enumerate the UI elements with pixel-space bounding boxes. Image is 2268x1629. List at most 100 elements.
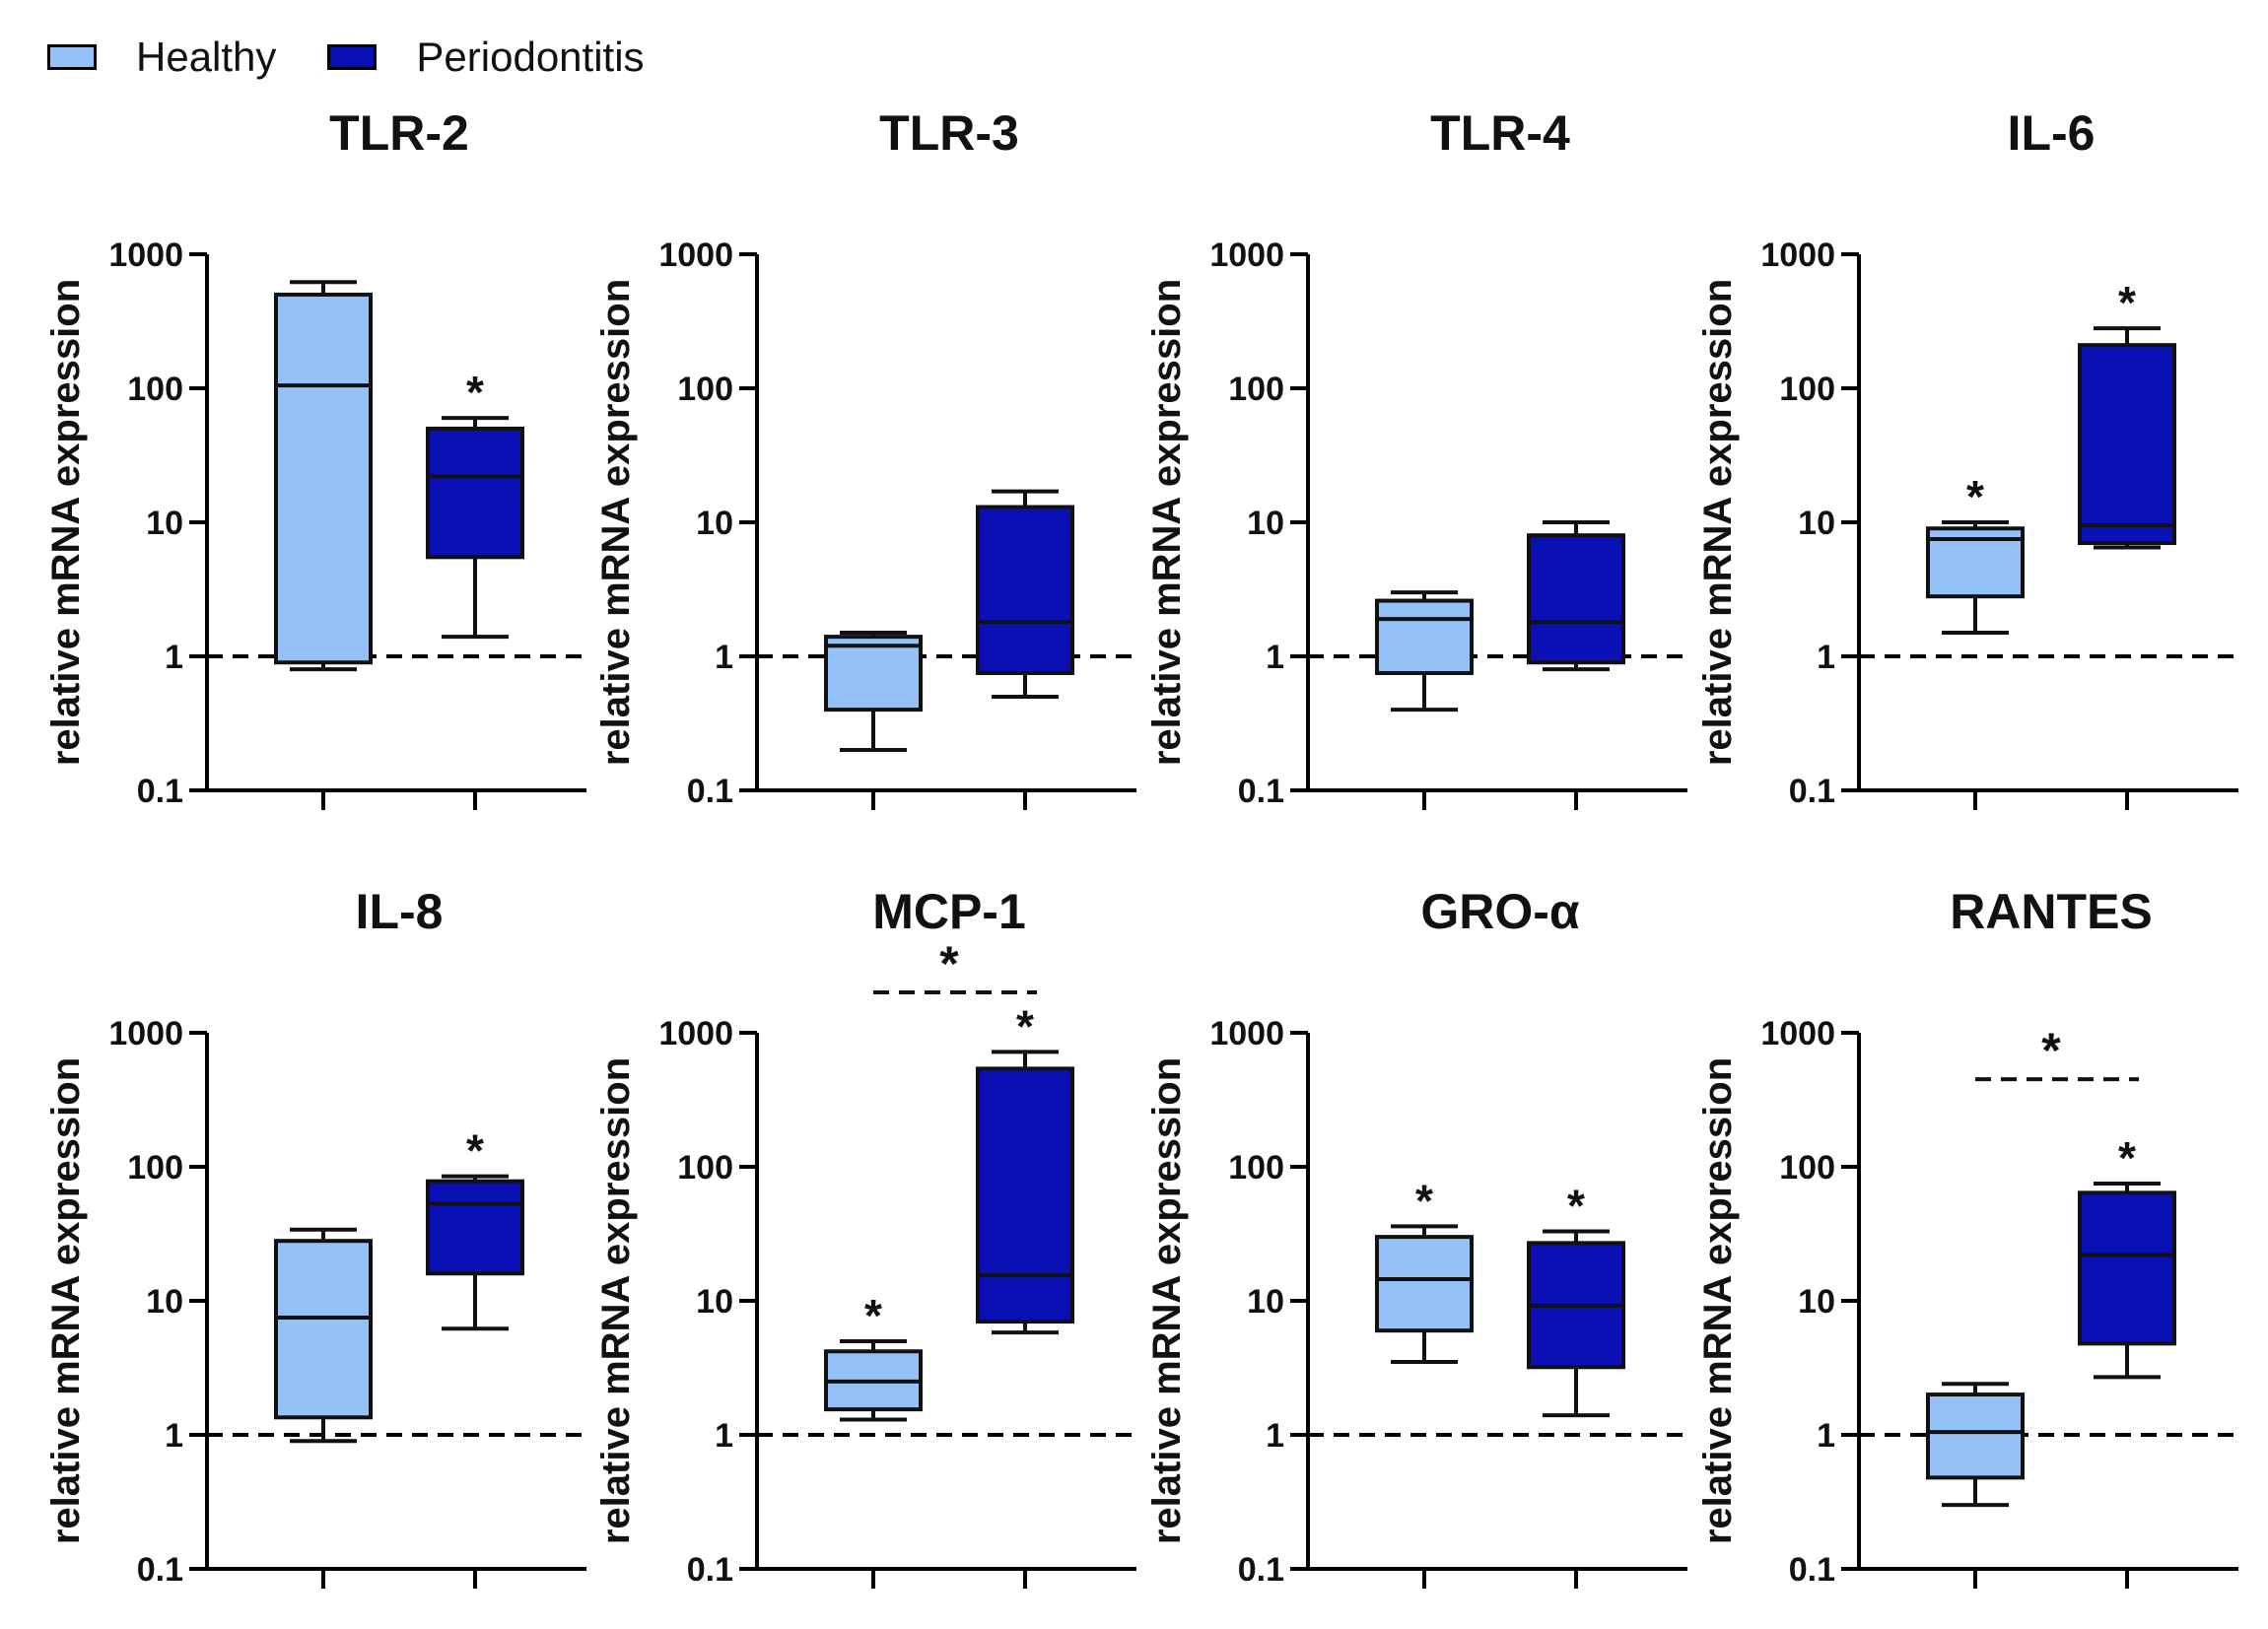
box-healthy — [1375, 590, 1474, 713]
y-axis-label: relative mRNA expression — [1145, 1057, 1189, 1544]
chart-panel: MCP-1 relative mRNA expression 0.1 1 10 100 10… — [594, 884, 1136, 1589]
y-tick-label: 10 — [146, 505, 183, 542]
significance-marker: * — [2118, 1132, 2136, 1184]
y-axis-label: relative mRNA expression — [594, 279, 638, 766]
y-tick-label: 1 — [715, 1417, 733, 1455]
box-periodontitis: * — [2078, 1132, 2176, 1380]
box-periodontitis: * — [426, 1125, 524, 1331]
chart-panel: TLR-3 relative mRNA expression 0.1 1 10 100 10… — [594, 105, 1136, 810]
chart-title: IL-8 — [356, 884, 444, 939]
chart-title: TLR-3 — [879, 105, 1019, 161]
y-tick-label: 0.1 — [1789, 773, 1835, 810]
y-tick-label: 10 — [696, 505, 733, 542]
significance-marker: * — [2118, 277, 2136, 328]
y-tick-label: 1000 — [1760, 237, 1835, 274]
y-axis-label: relative mRNA expression — [44, 279, 88, 766]
box-iqr — [2078, 1190, 2176, 1346]
chart-panel: TLR-4 relative mRNA expression 0.1 1 10 100 10… — [1145, 105, 1687, 810]
box-iqr — [1527, 533, 1625, 665]
box-periodontitis — [976, 489, 1074, 699]
y-tick-label: 1000 — [108, 237, 183, 274]
y-tick-label: 10 — [1247, 1283, 1284, 1321]
y-tick-label: 0.1 — [137, 773, 183, 810]
y-tick-label: 100 — [127, 1149, 183, 1187]
y-axis-label: relative mRNA expression — [44, 1057, 88, 1544]
box-periodontitis: * — [976, 1000, 1074, 1335]
box-iqr — [2078, 343, 2176, 546]
comparison-marker: * — [2041, 1023, 2061, 1078]
y-tick-label: 100 — [677, 371, 733, 408]
chart-panel: IL-6 relative mRNA expression 0.1 1 10 100 100… — [1696, 105, 2238, 810]
chart-panel: GRO-α relative mRNA expression 0.1 1 10 100 10… — [1145, 884, 1687, 1589]
y-tick-label: 1000 — [108, 1015, 183, 1052]
legend-label-healthy: Healthy — [136, 34, 277, 80]
box-healthy — [274, 280, 373, 672]
y-tick-label: 1000 — [1209, 237, 1284, 274]
box-iqr — [426, 1179, 524, 1276]
chart-panel: IL-8 relative mRNA expression 0.1 1 10 100 100… — [44, 884, 586, 1589]
y-tick-label: 100 — [1228, 371, 1284, 408]
legend: Healthy Periodontitis — [47, 28, 696, 87]
box-iqr — [274, 1239, 373, 1420]
chart-title: GRO-α — [1420, 884, 1580, 939]
y-tick-label: 0.1 — [137, 1551, 183, 1589]
y-tick-label: 10 — [696, 1283, 733, 1321]
box-periodontitis: * — [426, 367, 524, 640]
y-tick-label: 1 — [165, 639, 183, 676]
box-healthy: * — [1926, 471, 2025, 636]
significance-marker: * — [864, 1290, 882, 1341]
y-tick-label: 1000 — [658, 1015, 733, 1052]
significance-marker: * — [1016, 1000, 1034, 1052]
legend-item-periodontitis: Periodontitis — [327, 34, 645, 81]
y-tick-label: 10 — [1247, 505, 1284, 542]
box-healthy: * — [1375, 1175, 1474, 1365]
y-tick-label: 0.1 — [687, 773, 733, 810]
y-tick-label: 1 — [1266, 1417, 1284, 1455]
y-tick-label: 100 — [1779, 1149, 1835, 1187]
box-iqr — [976, 505, 1074, 675]
y-tick-label: 1 — [165, 1417, 183, 1455]
y-tick-label: 1 — [1817, 1417, 1835, 1455]
legend-label-periodontitis: Periodontitis — [416, 34, 645, 80]
chart-title: TLR-4 — [1430, 105, 1570, 161]
y-tick-label: 1000 — [658, 237, 733, 274]
significance-marker: * — [466, 1125, 484, 1177]
legend-item-healthy: Healthy — [47, 34, 276, 81]
y-tick-label: 0.1 — [687, 1551, 733, 1589]
significance-marker: * — [1966, 471, 1984, 522]
y-tick-label: 100 — [1779, 371, 1835, 408]
box-iqr — [1375, 1235, 1474, 1333]
chart-title: TLR-2 — [329, 105, 469, 161]
box-periodontitis: * — [2078, 277, 2176, 550]
box-periodontitis: * — [1527, 1180, 1625, 1418]
chart-title: MCP-1 — [872, 884, 1026, 939]
y-tick-label: 100 — [677, 1149, 733, 1187]
y-tick-label: 100 — [1228, 1149, 1284, 1187]
y-tick-label: 1000 — [1209, 1015, 1284, 1052]
y-tick-label: 1 — [1266, 639, 1284, 676]
chart-panel: TLR-2 relative mRNA expression 0.1 1 10 100 10… — [44, 105, 586, 810]
box-healthy — [274, 1227, 373, 1444]
box-healthy — [824, 631, 923, 753]
y-tick-label: 10 — [146, 1283, 183, 1321]
box-iqr — [1926, 1392, 2025, 1480]
significance-marker: * — [1567, 1180, 1585, 1231]
y-tick-label: 1 — [1817, 639, 1835, 676]
significance-marker: * — [1415, 1175, 1433, 1226]
y-tick-label: 0.1 — [1238, 773, 1284, 810]
box-iqr — [426, 426, 524, 560]
y-axis-label: relative mRNA expression — [1145, 279, 1189, 766]
y-tick-label: 10 — [1798, 505, 1835, 542]
periodontitis-swatch — [327, 44, 378, 70]
y-tick-label: 1000 — [1760, 1015, 1835, 1052]
y-tick-label: 1 — [715, 639, 733, 676]
box-iqr — [976, 1066, 1074, 1324]
box-iqr — [1375, 598, 1474, 675]
chart-panel: RANTES relative mRNA expression 0.1 1 10 100 1… — [1696, 884, 2238, 1589]
healthy-swatch — [47, 44, 97, 70]
box-iqr — [824, 635, 923, 713]
y-axis-label: relative mRNA expression — [594, 1057, 638, 1544]
y-tick-label: 100 — [127, 371, 183, 408]
chart-title: IL-6 — [2008, 105, 2096, 161]
